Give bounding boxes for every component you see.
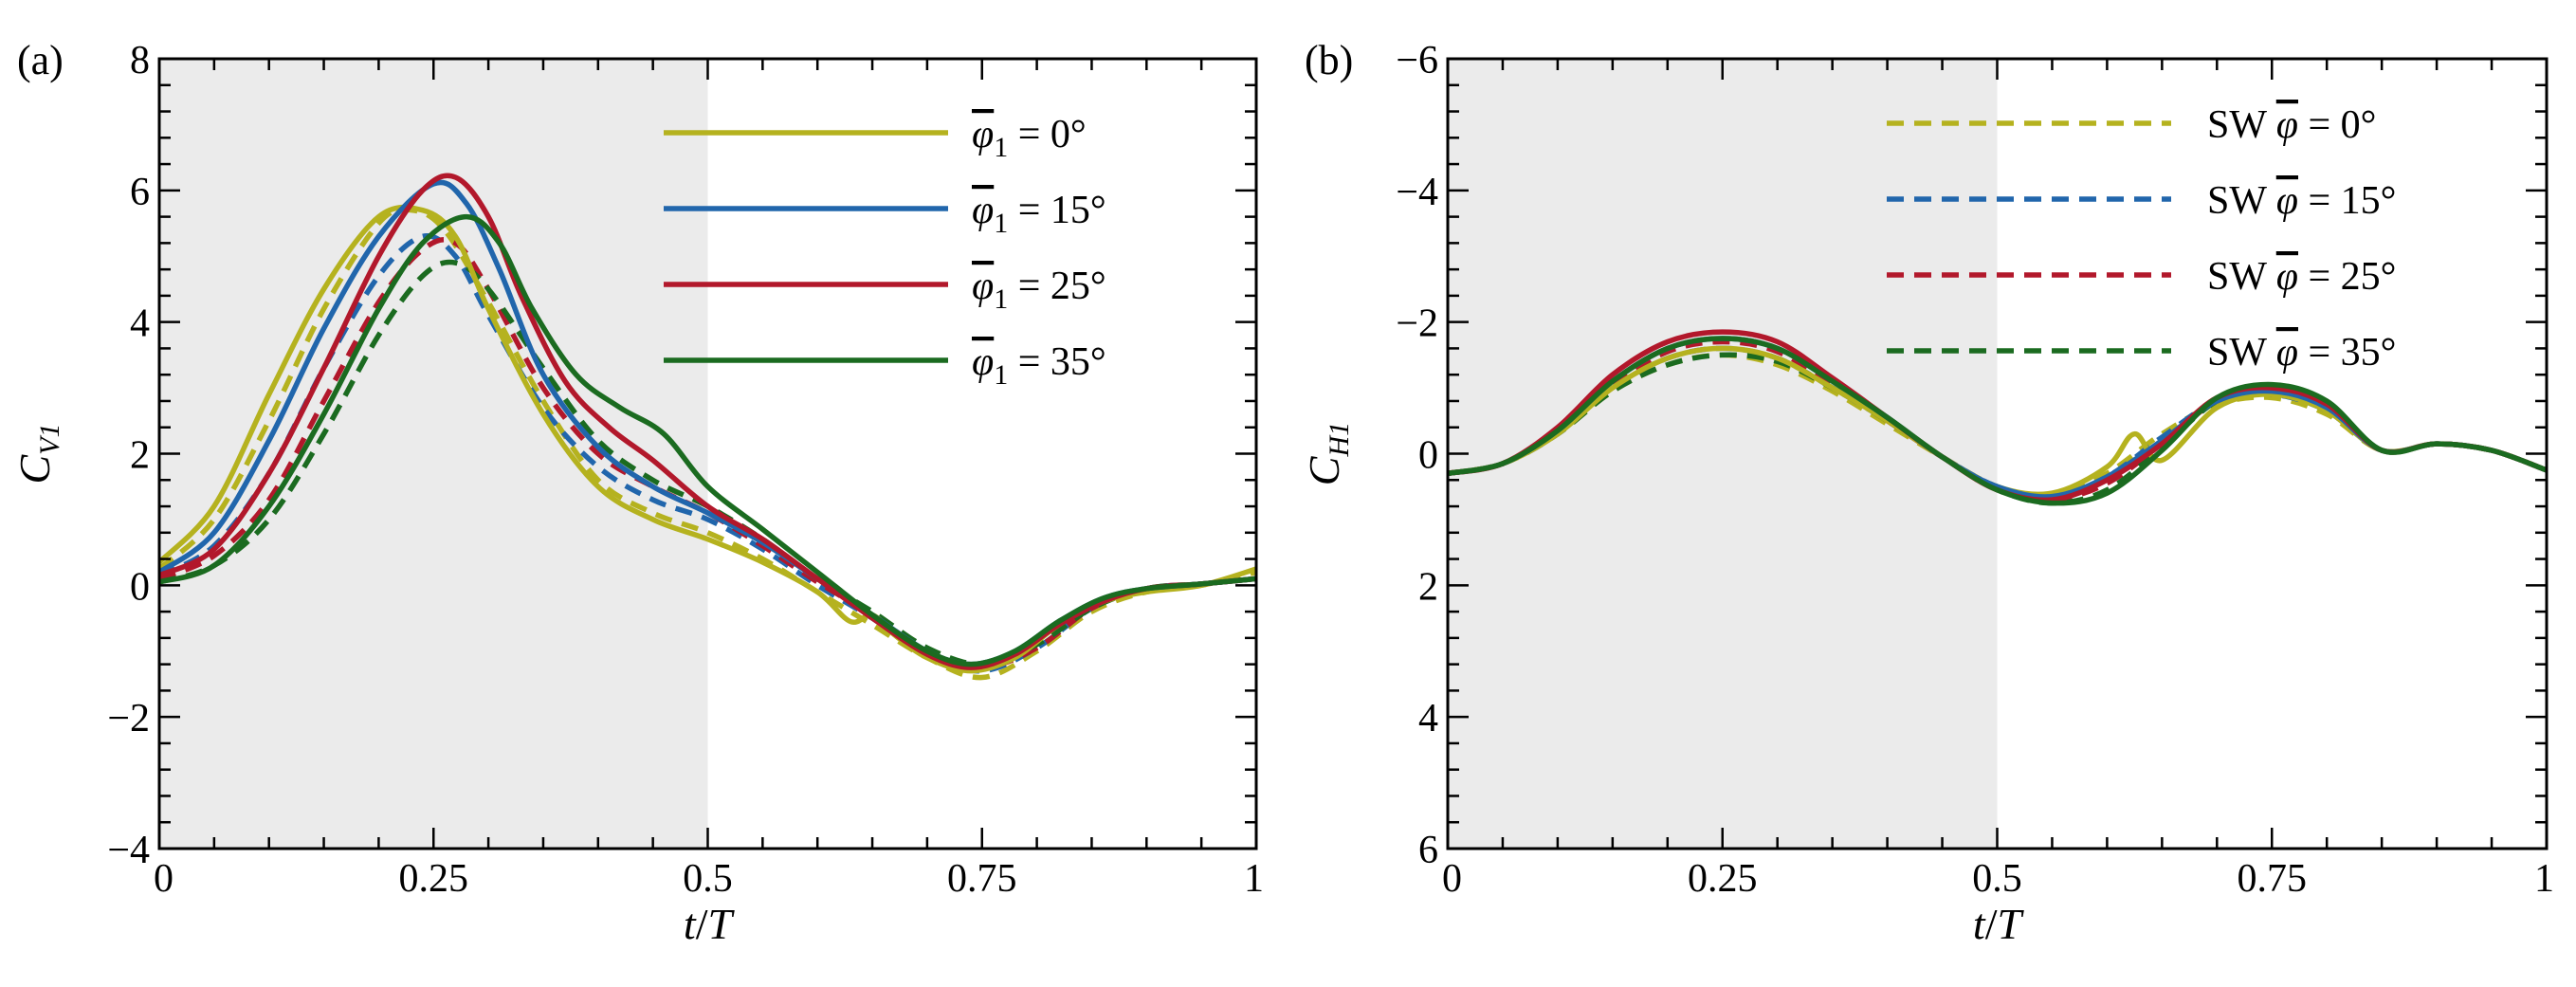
y-tick-label: 0 <box>1418 434 1438 478</box>
legend-label: SW φ = 25° <box>2207 255 2396 299</box>
series-group <box>1448 329 2547 506</box>
x-tick-label: 0.25 <box>1688 857 1758 901</box>
x-axis-title: t/T <box>684 900 736 948</box>
y-tick-label: 0 <box>130 565 150 609</box>
legend-label: φ1 = 0° <box>972 113 1087 163</box>
y-tick-label: 2 <box>130 434 150 478</box>
legend-label: SW φ = 15° <box>2207 179 2396 223</box>
legend: SW φ = 0° SW φ = 15° SW φ = 25° SW φ = 35° <box>1887 103 2396 375</box>
panel-a-label: (a) <box>17 37 64 83</box>
y-tick-label: −2 <box>1396 302 1438 346</box>
x-tick-label: 0 <box>154 857 174 901</box>
series-group <box>159 173 1256 681</box>
legend-label: φ1 = 35° <box>972 340 1106 391</box>
y-tick-label: 4 <box>1418 697 1438 740</box>
y-tick-label: −4 <box>1396 171 1438 214</box>
x-tick-label: 1 <box>1244 857 1264 901</box>
series-line <box>159 173 1256 670</box>
x-axis-title: t/T <box>1973 900 2025 948</box>
y-tick-label: −6 <box>1396 39 1438 82</box>
legend-label: SW φ = 0° <box>2207 103 2376 147</box>
x-tick-label: 1 <box>2534 857 2554 901</box>
y-axis-title: CV1 <box>10 423 65 484</box>
x-tick-label: 0.75 <box>2238 857 2308 901</box>
x-tick-label: 0.5 <box>683 857 733 901</box>
series-line <box>159 237 1256 670</box>
legend-label: φ1 = 25° <box>972 265 1106 315</box>
legend-label: φ1 = 15° <box>972 189 1106 239</box>
panel-b-label: (b) <box>1305 37 1353 83</box>
series-line <box>159 207 1256 681</box>
y-tick-label: 8 <box>130 39 150 82</box>
series-line <box>159 213 1256 667</box>
x-tick-label: 0 <box>1442 857 1462 901</box>
x-tick-label: 0.75 <box>947 857 1017 901</box>
y-tick-label: 6 <box>1418 829 1438 872</box>
series-line <box>1448 336 2547 506</box>
y-tick-label: −2 <box>107 697 150 740</box>
y-tick-label: 4 <box>130 302 150 346</box>
y-axis-title: CH1 <box>1300 422 1355 485</box>
y-tick-label: −4 <box>107 829 150 872</box>
x-tick-label: 0.25 <box>399 857 469 901</box>
legend: φ1 = 0° φ1 = 15° φ1 = 25° φ1 = 35° <box>664 113 1106 391</box>
series-line <box>159 259 1256 667</box>
y-tick-label: 2 <box>1418 565 1438 609</box>
legend-label: SW φ = 35° <box>2207 331 2396 375</box>
x-tick-label: 0.5 <box>1972 857 2022 901</box>
y-tick-label: 6 <box>130 171 150 214</box>
shaded-region <box>1448 59 1998 849</box>
